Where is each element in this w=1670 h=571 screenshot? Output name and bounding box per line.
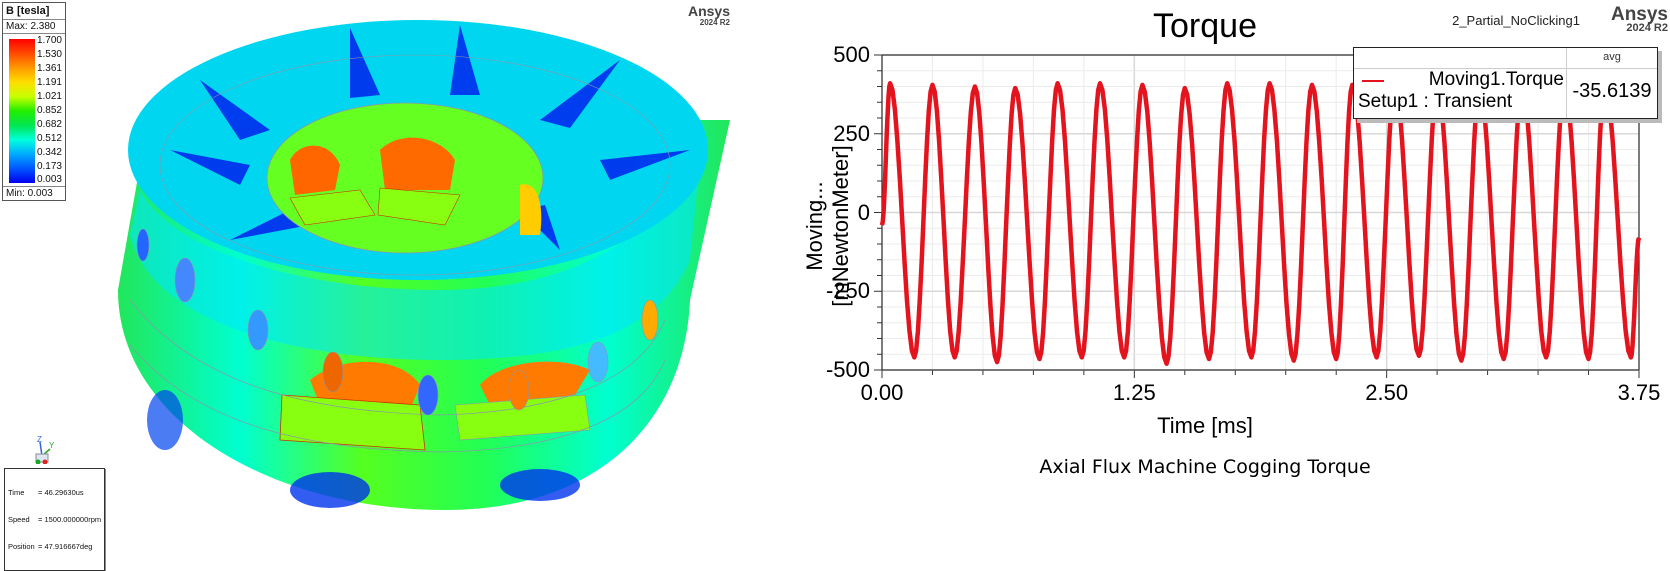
design-name: 2_Partial_NoClicking1 <box>1452 13 1580 28</box>
x-tick-label: 3.75 <box>1617 380 1661 405</box>
color-tick: 1.021 <box>36 91 62 102</box>
color-tick: 0.173 <box>36 161 62 172</box>
legend-avg-value: -35.6139 <box>1572 80 1652 102</box>
color-scale-ticks: 1.700 1.530 1.361 1.191 1.021 0.852 0.68… <box>35 34 65 186</box>
field-plot-viewport[interactable]: B [tesla] Max: 2.380 1.700 1.530 1.361 1… <box>0 0 780 571</box>
field-legend-min: Min: 0.003 <box>3 186 65 200</box>
color-scale-bar <box>9 39 35 183</box>
torque-plot-area[interactable] <box>780 0 1670 534</box>
color-tick: 1.361 <box>36 63 62 74</box>
color-tick: 0.003 <box>36 174 62 185</box>
legend-avg-header: avg <box>1603 51 1621 63</box>
color-tick: 0.852 <box>36 105 62 116</box>
chart-legend[interactable]: avg Moving1.Torque Setup1 : Transient -3… <box>1353 47 1658 119</box>
field-legend-max: Max: 2.380 <box>3 20 65 34</box>
y-tick-label: -500 <box>825 357 870 382</box>
color-tick: 1.700 <box>36 35 62 46</box>
legend-series-setup: Setup1 : Transient <box>1358 91 1513 112</box>
y-tick-label: 250 <box>833 120 870 146</box>
x-tick-label: 1.25 <box>1112 380 1156 405</box>
status-time-label: Time <box>8 488 25 497</box>
color-tick: 0.512 <box>36 133 62 144</box>
field-legend-title: B [tesla] <box>3 3 65 20</box>
svg-text:Y: Y <box>49 441 55 450</box>
simulation-status-box: Time = 46.29630us Speed = 1500.000000rpm P… <box>4 468 106 571</box>
svg-text:Z: Z <box>37 435 42 444</box>
status-speed-value: = 1500.000000rpm <box>38 515 102 524</box>
x-axis-label: Time [ms] <box>1157 413 1253 438</box>
y-tick-label: -250 <box>825 278 870 304</box>
color-tick: 0.682 <box>36 119 62 130</box>
status-position-value: = 47.916667deg <box>38 542 93 551</box>
ansys-logo: Ansys 2024 R2 <box>687 3 730 27</box>
y-axis-label: Moving...[mNewtonMeter] <box>802 145 853 307</box>
x-tick-label: 0.00 <box>860 380 904 405</box>
status-position-label: Position <box>8 542 35 551</box>
chart-title: Torque <box>1153 7 1257 45</box>
torque-chart-panel: Torque 2_Partial_NoClicking1 Ansys 2024 … <box>780 0 1670 534</box>
color-tick: 1.530 <box>36 49 62 60</box>
ansys-logo: Ansys 2024 R2 <box>1610 4 1668 34</box>
axis-triad-icon[interactable]: Z Y <box>28 434 58 464</box>
series-color-swatch <box>1362 80 1384 82</box>
color-tick: 1.191 <box>36 77 62 88</box>
axial-flux-machine-model[interactable] <box>0 0 780 534</box>
figure-caption: Axial Flux Machine Cogging Torque <box>1039 456 1371 478</box>
legend-series-name: Moving1.Torque <box>1428 69 1564 90</box>
y-tick-label: 500 <box>833 42 870 67</box>
x-tick-label: 2.50 <box>1365 380 1409 405</box>
field-legend[interactable]: B [tesla] Max: 2.380 1.700 1.530 1.361 1… <box>2 2 66 201</box>
status-time-value: = 46.29630us <box>38 488 84 497</box>
status-speed-label: Speed <box>8 515 30 524</box>
color-tick: 0.342 <box>36 147 62 158</box>
y-tick-label: 0 <box>857 199 870 225</box>
